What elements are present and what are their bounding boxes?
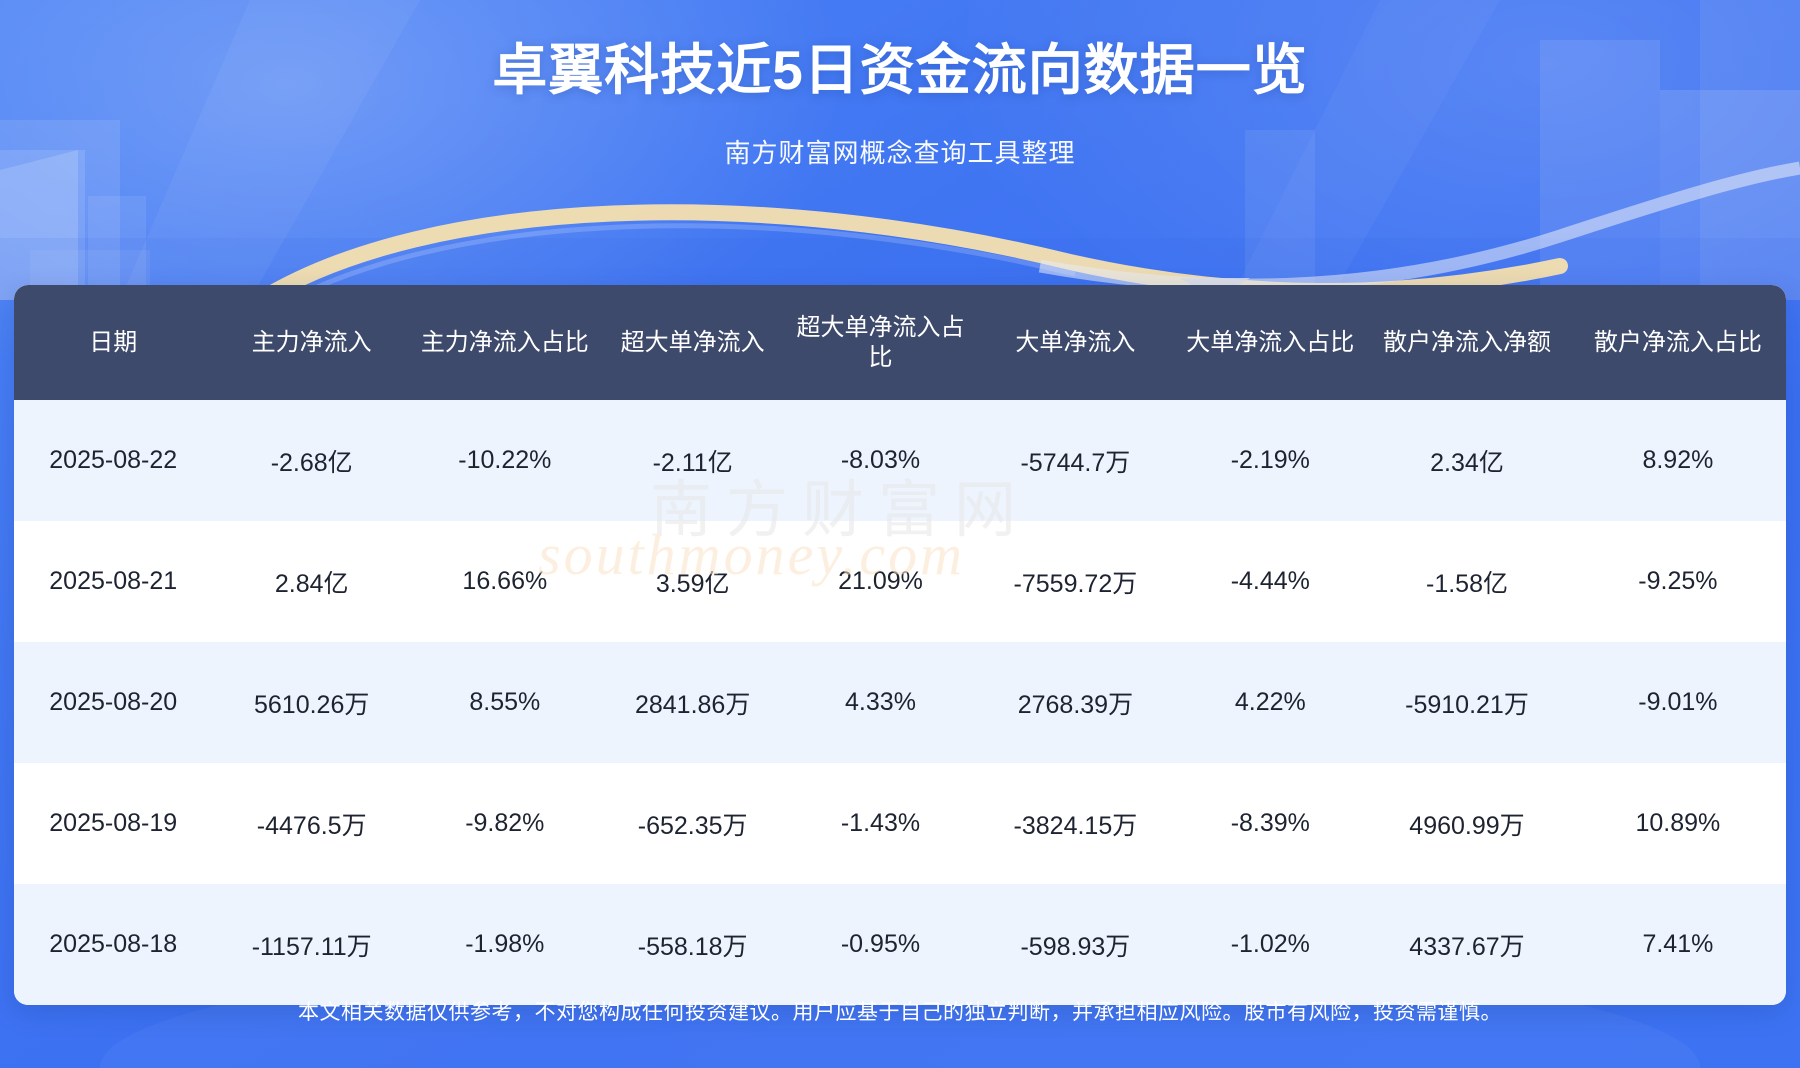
cell-xl-net-inflow: 2841.86万 [598,642,787,763]
column-header-retail-net-amount: 散户净流入净额 [1364,285,1570,400]
page-subtitle: 南方财富网概念查询工具整理 [724,137,1076,168]
table-row: 2025-08-21 2.84亿 16.66% 3.59亿 21.09% -75… [14,521,1786,642]
data-table-card: 日期 主力净流入 主力净流入占比 超大单净流入 超大单净流入占比 大单净流入 大… [14,285,1786,1005]
table-head: 日期 主力净流入 主力净流入占比 超大单净流入 超大单净流入占比 大单净流入 大… [14,285,1786,400]
cell-large-net-inflow: -7559.72万 [974,521,1177,642]
column-header-xl-net-inflow: 超大单净流入 [598,285,787,400]
cell-main-net-inflow: 2.84亿 [212,521,411,642]
cell-date: 2025-08-22 [14,400,213,521]
cell-retail-net-amount: 4337.67万 [1364,884,1570,1005]
cell-retail-net-amount: 4960.99万 [1364,763,1570,884]
cell-large-net-inflow-pct: -8.39% [1176,763,1365,884]
column-header-large-net-inflow: 大单净流入 [974,285,1177,400]
cell-main-net-inflow-pct: -1.98% [410,884,599,1005]
header: 卓翼科技近5日资金流向数据一览 南方财富网概念查询工具整理 [0,0,1800,170]
column-header-retail-net-pct: 散户净流入占比 [1569,285,1786,400]
cell-large-net-inflow-pct: -2.19% [1176,400,1365,521]
column-header-main-net-inflow-pct: 主力净流入占比 [410,285,599,400]
column-header-date: 日期 [14,285,213,400]
cell-main-net-inflow-pct: 8.55% [410,642,599,763]
cell-xl-net-inflow-pct: 21.09% [786,521,975,642]
cell-date: 2025-08-20 [14,642,213,763]
cell-main-net-inflow-pct: -9.82% [410,763,599,884]
cell-retail-net-pct: 10.89% [1569,763,1786,884]
cell-retail-net-pct: 7.41% [1569,884,1786,1005]
cell-large-net-inflow: -5744.7万 [974,400,1177,521]
table-row: 2025-08-22 -2.68亿 -10.22% -2.11亿 -8.03% … [14,400,1786,521]
cell-large-net-inflow: 2768.39万 [974,642,1177,763]
cell-main-net-inflow-pct: 16.66% [410,521,599,642]
cell-main-net-inflow: -1157.11万 [212,884,411,1005]
cell-retail-net-pct: 8.92% [1569,400,1786,521]
cell-main-net-inflow-pct: -10.22% [410,400,599,521]
cell-xl-net-inflow-pct: 4.33% [786,642,975,763]
cell-large-net-inflow: -598.93万 [974,884,1177,1005]
cell-xl-net-inflow: -558.18万 [598,884,787,1005]
cell-main-net-inflow: 5610.26万 [212,642,411,763]
cell-xl-net-inflow: -652.35万 [598,763,787,884]
cell-retail-net-pct: -9.01% [1569,642,1786,763]
cell-retail-net-amount: 2.34亿 [1364,400,1570,521]
cell-date: 2025-08-21 [14,521,213,642]
cell-retail-net-pct: -9.25% [1569,521,1786,642]
cell-main-net-inflow: -4476.5万 [212,763,411,884]
table-row: 2025-08-20 5610.26万 8.55% 2841.86万 4.33%… [14,642,1786,763]
table-body: 2025-08-22 -2.68亿 -10.22% -2.11亿 -8.03% … [14,400,1786,1005]
cell-xl-net-inflow-pct: -0.95% [786,884,975,1005]
cell-retail-net-amount: -1.58亿 [1364,521,1570,642]
cell-xl-net-inflow: 3.59亿 [598,521,787,642]
cell-main-net-inflow: -2.68亿 [212,400,411,521]
disclaimer: 本文相关数据仅供参考，不对您构成任何投资建议。用户应基于自己的独立判断，并承担相… [298,1001,1502,1024]
column-header-xl-net-inflow-pct: 超大单净流入占比 [786,285,975,400]
table-row: 2025-08-18 -1157.11万 -1.98% -558.18万 -0.… [14,884,1786,1005]
cell-date: 2025-08-19 [14,763,213,884]
cell-xl-net-inflow: -2.11亿 [598,400,787,521]
cell-xl-net-inflow-pct: -8.03% [786,400,975,521]
cell-large-net-inflow-pct: 4.22% [1176,642,1365,763]
cell-retail-net-amount: -5910.21万 [1364,642,1570,763]
cell-large-net-inflow-pct: -4.44% [1176,521,1365,642]
column-header-main-net-inflow: 主力净流入 [212,285,411,400]
table-header-row: 日期 主力净流入 主力净流入占比 超大单净流入 超大单净流入占比 大单净流入 大… [14,285,1786,400]
fund-flow-table: 日期 主力净流入 主力净流入占比 超大单净流入 超大单净流入占比 大单净流入 大… [14,285,1786,1005]
cell-date: 2025-08-18 [14,884,213,1005]
table-row: 2025-08-19 -4476.5万 -9.82% -652.35万 -1.4… [14,763,1786,884]
page-title: 卓翼科技近5日资金流向数据一览 [492,39,1308,101]
cell-large-net-inflow: -3824.15万 [974,763,1177,884]
cell-large-net-inflow-pct: -1.02% [1176,884,1365,1005]
column-header-large-net-inflow-pct: 大单净流入占比 [1176,285,1365,400]
cell-xl-net-inflow-pct: -1.43% [786,763,975,884]
